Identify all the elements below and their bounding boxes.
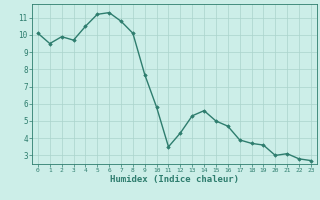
X-axis label: Humidex (Indice chaleur): Humidex (Indice chaleur): [110, 175, 239, 184]
